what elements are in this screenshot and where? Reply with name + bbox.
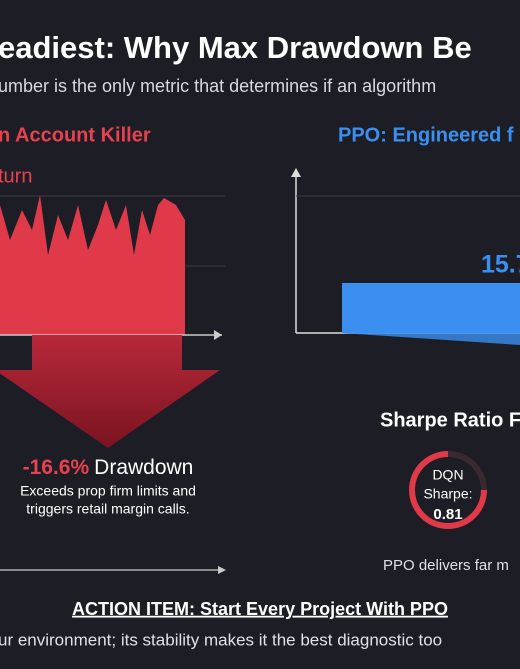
note-line: triggers retail margin calls. <box>26 501 189 517</box>
gauge-text: DQN <box>432 467 463 483</box>
ppo-bar <box>342 283 520 333</box>
left-axis-label: turn <box>0 165 32 187</box>
axis-arrow <box>291 168 301 177</box>
drawdown-value: -16.6% <box>23 456 90 479</box>
gauge-arc <box>409 451 487 529</box>
gauge-value: 0.81 <box>433 506 462 523</box>
bar-shadow <box>342 333 520 345</box>
sharpe-heading: Sharpe Ratio F <box>380 409 520 431</box>
return-area <box>0 195 185 335</box>
bar-label: 15.7 <box>481 251 520 279</box>
down-arrow <box>0 335 220 448</box>
drawdown-word: Drawdown <box>94 456 193 479</box>
footer-text: ur environment; its stability makes it t… <box>0 630 442 649</box>
left-heading: n Account Killer <box>0 124 151 146</box>
right-heading: PPO: Engineered f <box>338 124 514 146</box>
right-note: PPO delivers far m <box>383 557 509 574</box>
subtitle: umber is the only metric that determines… <box>0 76 436 96</box>
axis-arrow <box>218 566 226 574</box>
title: eadiest: Why Max Drawdown Be <box>0 30 472 65</box>
axis-arrow <box>214 330 222 340</box>
drawdown-label: -16.6% Drawdown <box>23 456 194 479</box>
note-line: Exceeds prop firm limits and <box>20 483 196 499</box>
gauge-text: Sharpe: <box>423 486 472 502</box>
action-item: ACTION ITEM: Start Every Project With PP… <box>72 599 448 619</box>
